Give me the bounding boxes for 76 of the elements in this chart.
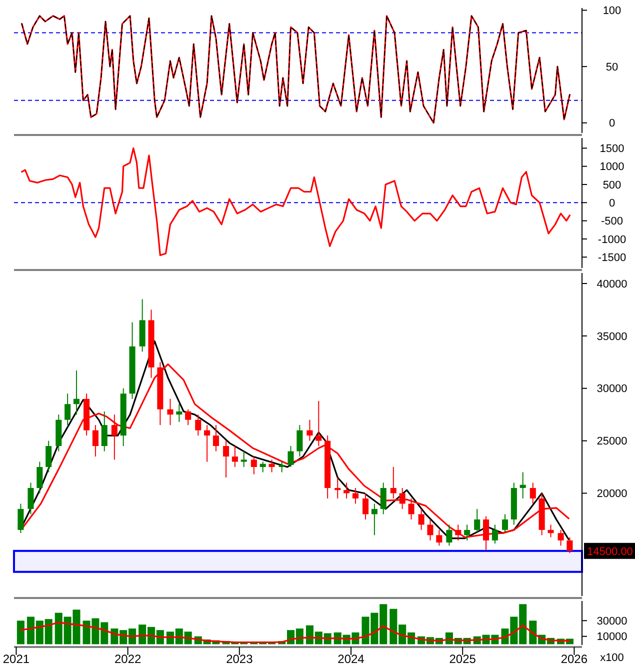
candlestick xyxy=(316,400,322,447)
candlestick xyxy=(278,461,285,473)
bar xyxy=(16,620,24,644)
candlestick xyxy=(212,424,219,452)
candlestick xyxy=(408,498,414,520)
candlestick xyxy=(223,440,230,478)
candlestick xyxy=(390,466,396,499)
candlestick xyxy=(36,461,43,494)
candlestick xyxy=(362,492,369,520)
candlestick xyxy=(558,529,564,546)
candlestick xyxy=(185,408,192,426)
text: x100 xyxy=(600,652,624,664)
candlestick xyxy=(232,446,238,468)
candlestick xyxy=(520,472,526,499)
candlestick xyxy=(474,508,480,533)
line-series xyxy=(20,621,571,644)
candlestick xyxy=(73,370,80,416)
line-series xyxy=(21,147,571,256)
candlestick xyxy=(204,424,210,462)
candlestick xyxy=(352,487,358,504)
x-tick-label: 2023 xyxy=(226,652,254,666)
candlestick xyxy=(288,446,294,468)
candlestick xyxy=(427,518,434,541)
candlestick xyxy=(492,524,498,544)
candlestick xyxy=(371,503,378,536)
y-tick-label: 0 xyxy=(608,197,616,210)
candlestick xyxy=(250,456,257,475)
candlestick xyxy=(380,482,386,515)
candlestick xyxy=(464,524,470,541)
candlestick xyxy=(436,529,442,546)
candlestick xyxy=(530,482,536,504)
candlestick xyxy=(418,508,424,530)
x-tick-label: 2024 xyxy=(338,652,365,666)
candlestick xyxy=(18,503,24,534)
y-tick-label: 30000 xyxy=(596,615,628,628)
candlestick xyxy=(268,459,275,473)
candlestick xyxy=(46,440,52,473)
y-tick-label: 10000 xyxy=(596,631,628,644)
x-tick-label: 2021 xyxy=(2,652,30,666)
x-tick-label: 2026 xyxy=(560,652,588,666)
y-tick-label: -1000 xyxy=(598,234,626,246)
x-tick-label: 2025 xyxy=(449,652,476,666)
candlestick xyxy=(167,398,174,426)
y-tick-label: -1500 xyxy=(598,252,626,264)
y-tick-label: 500 xyxy=(602,179,622,192)
candlestick xyxy=(566,536,573,554)
y-tick-label: 35000 xyxy=(596,330,628,343)
y-tick-label: 0 xyxy=(608,118,616,130)
x-tick-label: 2022 xyxy=(114,652,142,666)
candlestick xyxy=(64,393,71,426)
candlestick xyxy=(240,450,247,468)
y-tick-label: 100 xyxy=(602,5,622,18)
candlestick xyxy=(296,424,303,458)
candlestick xyxy=(176,404,182,422)
candlestick xyxy=(28,482,34,515)
y-tick-label: -500 xyxy=(600,216,624,228)
candlestick xyxy=(446,524,452,546)
candlestick xyxy=(502,514,508,533)
y-tick-label: 1000 xyxy=(600,161,624,174)
text: 14500.00 xyxy=(587,546,633,558)
candlestick xyxy=(334,476,341,499)
candlestick xyxy=(344,482,350,499)
candlestick xyxy=(111,414,118,460)
candlestick xyxy=(548,524,554,538)
y-tick-label: 1500 xyxy=(600,143,624,156)
y-tick-label: 50 xyxy=(606,61,618,74)
y-tick-label: 25000 xyxy=(596,436,628,448)
y-tick-label: 30000 xyxy=(596,383,628,396)
candlestick xyxy=(101,410,108,452)
candlestick xyxy=(399,487,406,510)
y-tick-label: 20000 xyxy=(596,488,628,500)
candlestick xyxy=(92,424,98,458)
candlestick xyxy=(260,461,266,473)
candlestick xyxy=(306,419,313,442)
candlestick xyxy=(195,414,202,436)
y-tick-label: 40000 xyxy=(596,278,628,290)
